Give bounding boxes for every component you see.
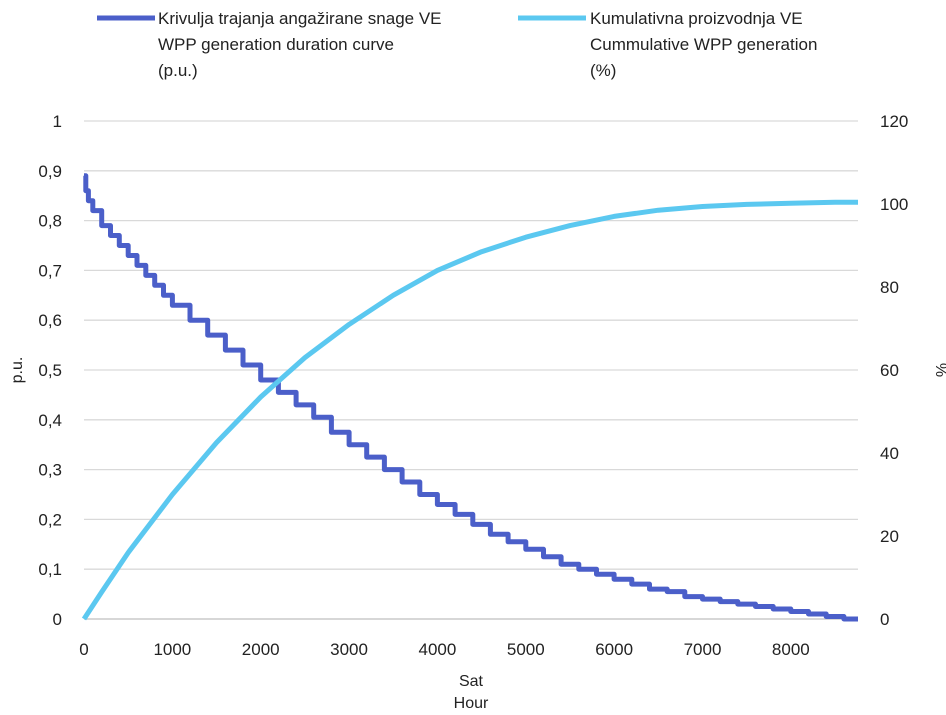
left-tick-label: 0,9	[38, 162, 62, 181]
x-tick-label: 1000	[153, 640, 191, 659]
right-tick-label: 40	[880, 444, 899, 463]
left-tick-label: 0,8	[38, 212, 62, 231]
x-tick-label: 2000	[242, 640, 280, 659]
legend-label-duration: (p.u.)	[158, 61, 198, 80]
x-tick-label: 0	[79, 640, 88, 659]
legend-label-cumulative: Kumulativna proizvodnja VE	[590, 9, 803, 28]
x-tick-label: 8000	[772, 640, 810, 659]
duration-curve-line	[83, 173, 858, 622]
cumulative-generation-line	[81, 199, 858, 621]
x-tick-label: 7000	[684, 640, 722, 659]
right-tick-label: 80	[880, 278, 899, 297]
x-tick-label: 5000	[507, 640, 545, 659]
left-tick-label: 0,3	[38, 461, 62, 480]
series-layer	[81, 173, 858, 622]
left-tick-label: 0,5	[38, 361, 62, 380]
x-axis-title-line: Sat	[459, 673, 484, 690]
gridlines	[84, 120, 858, 620]
left-tick-label: 0,6	[38, 311, 62, 330]
left-tick-label: 0,7	[38, 261, 62, 280]
right-tick-label: 60	[880, 361, 899, 380]
axis-titles: p.u.% Sat Hour	[9, 357, 946, 712]
right-tick-label: 20	[880, 527, 899, 546]
x-axis-title-line: Hour	[454, 695, 489, 712]
legend-label-duration: Krivulja trajanja angažirane snage VE	[158, 9, 442, 28]
right-axis-title: %	[932, 363, 946, 377]
legend-label-duration: WPP generation duration curve	[158, 35, 394, 54]
right-tick-label: 120	[880, 112, 908, 131]
x-axis-ticks: 0 1000 2000 3000 4000 5000 6000 7000 8000	[79, 640, 809, 659]
legend-label-cumulative: Cummulative WPP generation	[590, 35, 817, 54]
right-tick-label: 100	[880, 195, 908, 214]
left-axis-title: p.u.	[9, 357, 26, 384]
left-tick-label: 0,2	[38, 510, 62, 529]
right-axis-ticks: 0 20 40 60 80 100 120	[880, 112, 908, 629]
left-tick-label: 0	[53, 610, 62, 629]
legend: Krivulja trajanja angažirane snage VE WPP…	[97, 9, 817, 80]
right-tick-label: 0	[880, 610, 889, 629]
x-tick-label: 4000	[419, 640, 457, 659]
left-tick-label: 1	[53, 112, 62, 131]
left-tick-label: 0,1	[38, 560, 62, 579]
left-axis-ticks: 0 0,1 0,2 0,3 0,4 0,5 0,6 0,7 0,8 0,9 1	[38, 112, 62, 629]
x-tick-label: 6000	[595, 640, 633, 659]
x-tick-label: 3000	[330, 640, 368, 659]
left-tick-label: 0,4	[38, 411, 62, 430]
legend-label-cumulative: (%)	[590, 61, 616, 80]
